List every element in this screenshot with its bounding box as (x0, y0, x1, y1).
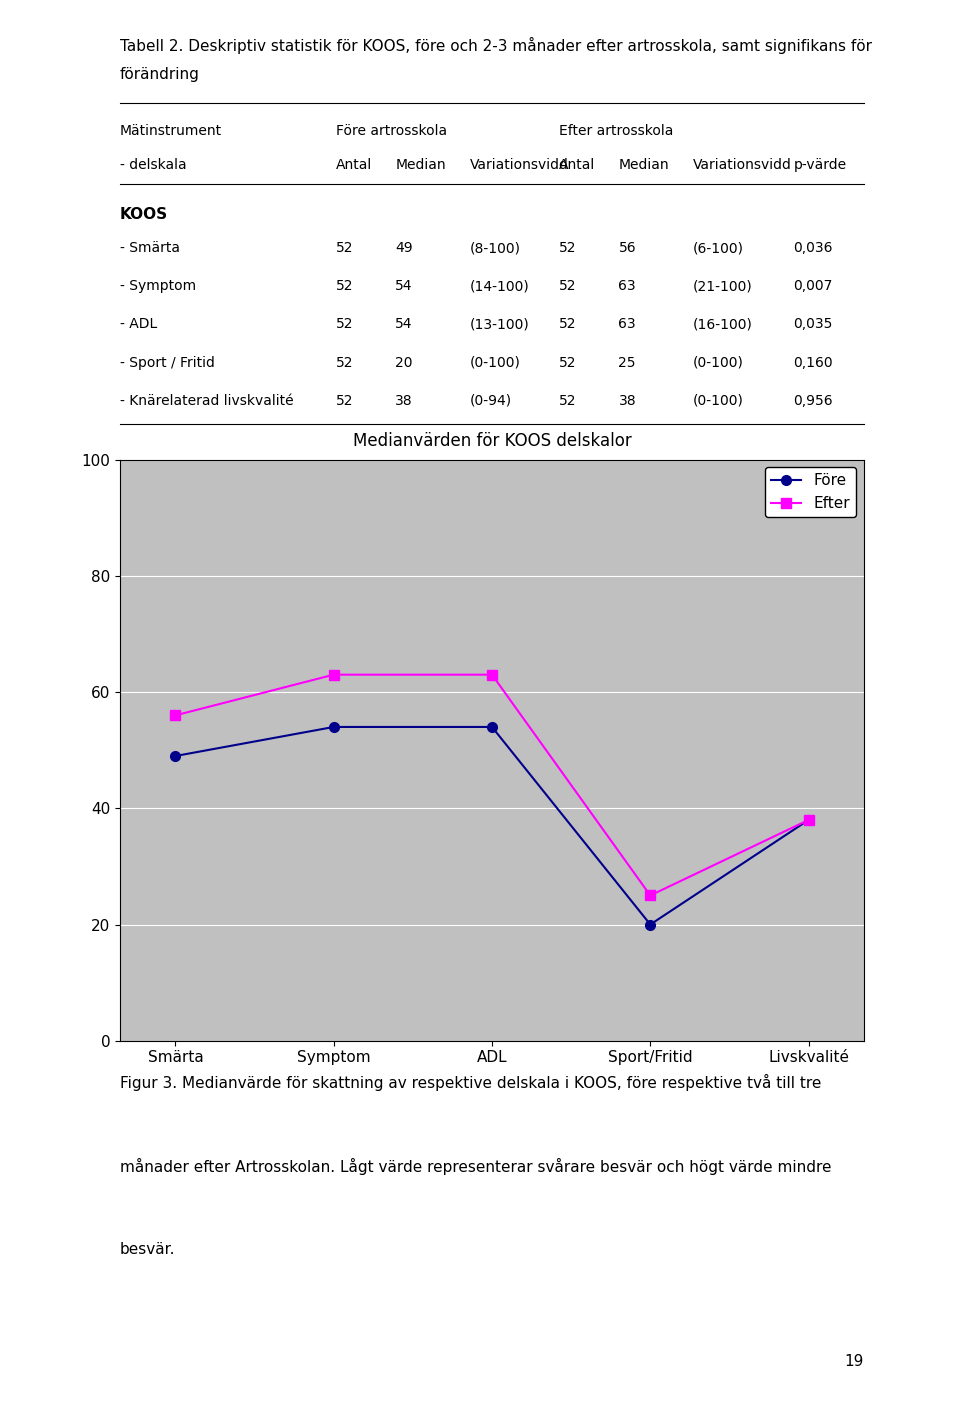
Text: 20: 20 (396, 355, 413, 369)
Text: - Smärta: - Smärta (120, 241, 180, 256)
Text: - Symptom: - Symptom (120, 279, 196, 293)
Text: 52: 52 (336, 279, 353, 293)
Text: (0-100): (0-100) (693, 355, 744, 369)
Text: 0,035: 0,035 (793, 317, 832, 331)
Text: Variationsvidd: Variationsvidd (693, 159, 792, 173)
Text: 52: 52 (336, 317, 353, 331)
Text: 52: 52 (559, 279, 576, 293)
Text: (0-100): (0-100) (469, 355, 520, 369)
Text: 63: 63 (618, 317, 636, 331)
Text: 0,956: 0,956 (793, 395, 833, 409)
Text: 56: 56 (618, 241, 636, 256)
Text: Tabell 2. Deskriptiv statistik för KOOS, före och 2-3 månader efter artrosskola,: Tabell 2. Deskriptiv statistik för KOOS,… (120, 38, 872, 55)
Text: Antal: Antal (559, 159, 595, 173)
Text: 52: 52 (559, 355, 576, 369)
Text: - Knärelaterad livskvalité: - Knärelaterad livskvalité (120, 395, 294, 409)
Text: 54: 54 (396, 317, 413, 331)
Text: KOOS: KOOS (120, 206, 168, 222)
Text: 0,160: 0,160 (793, 355, 833, 369)
Text: - ADL: - ADL (120, 317, 157, 331)
Text: 49: 49 (396, 241, 413, 256)
Text: 52: 52 (559, 241, 576, 256)
Legend: Före, Efter: Före, Efter (765, 468, 856, 517)
Text: (14-100): (14-100) (469, 279, 529, 293)
Text: - delskala: - delskala (120, 159, 186, 173)
Text: p-värde: p-värde (793, 159, 847, 173)
Text: (8-100): (8-100) (469, 241, 520, 256)
Text: 19: 19 (845, 1355, 864, 1369)
Text: 38: 38 (396, 395, 413, 409)
Text: 25: 25 (618, 355, 636, 369)
Text: 63: 63 (618, 279, 636, 293)
Text: 52: 52 (559, 317, 576, 331)
Text: 52: 52 (559, 395, 576, 409)
Text: Före artrosskola: Före artrosskola (336, 125, 447, 138)
Text: Antal: Antal (336, 159, 372, 173)
Text: Median: Median (618, 159, 669, 173)
Text: 0,036: 0,036 (793, 241, 833, 256)
Text: (6-100): (6-100) (693, 241, 744, 256)
Text: (0-100): (0-100) (693, 395, 744, 409)
Text: månader efter Artrosskolan. Lågt värde representerar svårare besvär och högt vär: månader efter Artrosskolan. Lågt värde r… (120, 1158, 831, 1175)
Text: Figur 3. Medianvärde för skattning av respektive delskala i KOOS, före respektiv: Figur 3. Medianvärde för skattning av re… (120, 1074, 822, 1091)
Text: (21-100): (21-100) (693, 279, 753, 293)
Text: 38: 38 (618, 395, 636, 409)
Text: 52: 52 (336, 395, 353, 409)
Text: Variationsvidd: Variationsvidd (469, 159, 568, 173)
Text: 0,007: 0,007 (793, 279, 832, 293)
Text: 52: 52 (336, 241, 353, 256)
Text: 54: 54 (396, 279, 413, 293)
Text: (16-100): (16-100) (693, 317, 753, 331)
Text: Median: Median (396, 159, 445, 173)
Text: (0-94): (0-94) (469, 395, 512, 409)
Text: 52: 52 (336, 355, 353, 369)
Text: (13-100): (13-100) (469, 317, 529, 331)
Text: Mätinstrument: Mätinstrument (120, 125, 222, 138)
Title: Medianvärden för KOOS delskalor: Medianvärden för KOOS delskalor (352, 432, 632, 449)
Text: - Sport / Fritid: - Sport / Fritid (120, 355, 215, 369)
Text: förändring: förändring (120, 67, 200, 81)
Text: Efter artrosskola: Efter artrosskola (559, 125, 673, 138)
Text: besvär.: besvär. (120, 1241, 176, 1257)
